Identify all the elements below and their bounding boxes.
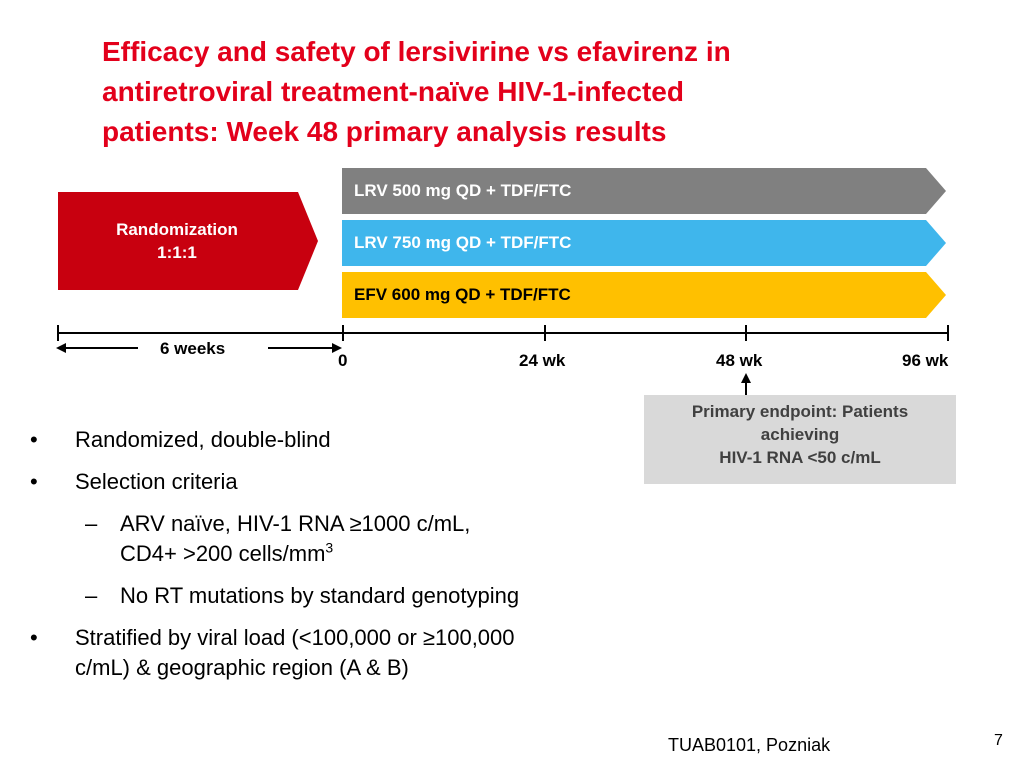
page-number: 7 <box>994 732 1003 749</box>
arm-lrv-500: LRV 500 mg QD + TDF/FTC <box>342 168 946 214</box>
bullet-marker: • <box>30 469 38 494</box>
title-line-3: patients: Week 48 primary analysis resul… <box>102 116 667 147</box>
criteria-list: • Randomized, double-blind • Selection c… <box>30 425 670 695</box>
tick-label-24: 24 wk <box>519 351 566 370</box>
primary-endpoint-box: Primary endpoint: Patients achieving HIV… <box>644 395 956 484</box>
slide-title: Efficacy and safety of lersivirine vs ef… <box>102 32 962 152</box>
randomization-label: Randomization <box>116 220 238 239</box>
sub-list-item: – ARV naïve, HIV-1 RNA ≥1000 c/mL, CD4+ … <box>85 511 471 566</box>
arm-lrv-750: LRV 750 mg QD + TDF/FTC <box>342 220 946 266</box>
sub-list-item: – No RT mutations by standard genotyping <box>30 581 670 611</box>
title-line-1: Efficacy and safety of lersivirine vs ef… <box>102 36 731 67</box>
arm-efv-600-label: EFV 600 mg QD + TDF/FTC <box>354 285 571 304</box>
list-item: • Stratified by viral load (<100,000 or … <box>30 625 515 680</box>
dash-marker: – <box>85 583 98 608</box>
screening-period-label: 6 weeks <box>160 339 226 358</box>
bullet-marker: • <box>30 427 38 452</box>
dash-marker: – <box>85 511 98 536</box>
tick-label-0: 0 <box>338 351 348 370</box>
reference-citation: TUAB0101, Pozniak <box>668 735 831 755</box>
endpoint-line-2: achieving <box>760 425 840 444</box>
bullet-marker: • <box>30 625 38 650</box>
randomization-box: Randomization 1:1:1 <box>58 192 318 290</box>
list-item: • Randomized, double-blind <box>30 425 670 455</box>
arm-lrv-500-label: LRV 500 mg QD + TDF/FTC <box>354 181 572 200</box>
endpoint-line-3: HIV-1 RNA <50 c/mL <box>719 448 881 467</box>
title-line-2: antiretroviral treatment-naïve HIV-1-inf… <box>102 76 684 107</box>
arm-efv-600: EFV 600 mg QD + TDF/FTC <box>342 272 946 318</box>
randomization-ratio: 1:1:1 <box>157 243 197 262</box>
arm-lrv-750-label: LRV 750 mg QD + TDF/FTC <box>354 233 572 252</box>
endpoint-line-1: Primary endpoint: Patients <box>691 402 909 421</box>
tick-label-96: 96 wk <box>902 351 949 370</box>
tick-label-48: 48 wk <box>716 351 763 370</box>
list-item: • Selection criteria <box>30 467 670 497</box>
